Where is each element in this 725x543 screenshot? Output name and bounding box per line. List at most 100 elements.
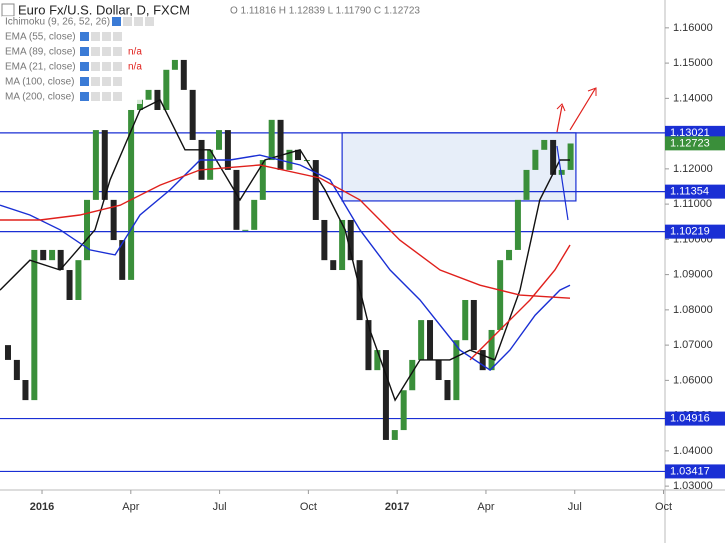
legend-icon[interactable] — [91, 32, 100, 41]
candle-body — [277, 119, 284, 170]
y-tick-label: 1.11000 — [673, 198, 712, 210]
legend: Ichimoku (9, 26, 52, 26) EMA (55, close) E… — [2, 16, 154, 104]
candle-body — [101, 130, 108, 200]
y-tick-label: 1.12000 — [673, 163, 713, 175]
candle-body — [189, 89, 196, 140]
arrow-head — [556, 103, 566, 112]
candle-body — [49, 249, 56, 261]
candle-body — [216, 130, 223, 150]
x-tick-label: Jul — [568, 501, 582, 513]
candle-body — [233, 169, 240, 230]
legend-icon[interactable] — [102, 92, 111, 101]
level-label-bg — [665, 125, 725, 140]
candle-body — [330, 260, 337, 271]
candle-body — [409, 359, 416, 391]
legend-icon[interactable] — [91, 77, 100, 86]
legend-icon[interactable] — [102, 32, 111, 41]
candle-body — [479, 350, 486, 371]
legend-icon[interactable] — [113, 92, 122, 101]
legend-icon[interactable] — [91, 47, 100, 56]
y-tick-label: 1.06000 — [673, 374, 713, 386]
candle-body — [242, 229, 249, 231]
candle-body — [567, 143, 574, 170]
legend-icon[interactable] — [91, 92, 100, 101]
ma-line — [469, 244, 571, 361]
x-tick-label: 2016 — [30, 501, 54, 513]
legend-icon[interactable] — [102, 47, 111, 56]
candle-body — [391, 430, 398, 440]
candle-body — [31, 249, 38, 401]
legend-icon[interactable] — [123, 17, 132, 26]
level-label-bg — [665, 224, 725, 239]
candle-body — [136, 99, 143, 110]
candle-body — [400, 390, 407, 431]
legend-icon[interactable] — [113, 77, 122, 86]
legend-label: MA (100, close) — [5, 77, 74, 88]
level-label: 1.10219 — [670, 226, 710, 238]
x-tick-label: Oct — [655, 501, 672, 513]
candle-body — [339, 219, 346, 271]
legend-icon[interactable] — [102, 62, 111, 71]
candle-body — [427, 320, 434, 360]
legend-label: EMA (55, close) — [5, 32, 76, 43]
eye-icon[interactable] — [80, 32, 89, 41]
candle-body — [13, 359, 20, 381]
candle-body — [92, 130, 99, 200]
candle-body — [295, 149, 302, 161]
chart-title: Euro Fx/U.S. Dollar, D, FXCM — [18, 2, 190, 17]
candle-body — [453, 340, 460, 401]
legend-icon[interactable] — [102, 77, 111, 86]
candle-body — [145, 89, 152, 100]
plot-area — [0, 59, 665, 473]
candle-body — [506, 249, 513, 261]
eye-icon[interactable] — [80, 77, 89, 86]
candle-body — [251, 199, 258, 230]
candle-body — [224, 130, 231, 170]
candle-body — [66, 270, 73, 300]
candle-body — [435, 359, 442, 381]
ma-line — [0, 98, 570, 402]
legend-icon[interactable] — [134, 17, 143, 26]
candle-body — [541, 139, 548, 150]
candle-body — [40, 249, 47, 261]
eye-icon[interactable] — [80, 92, 89, 101]
candle-body — [4, 345, 11, 360]
legend-label: MA (200, close) — [5, 92, 74, 103]
level-label-bg — [665, 464, 725, 479]
x-tick-label: Apr — [122, 501, 139, 513]
legend-icon[interactable] — [113, 62, 122, 71]
candle-body — [374, 350, 381, 371]
legend-icon[interactable] — [91, 62, 100, 71]
x-tick-label: Jul — [213, 501, 227, 513]
candle-body — [57, 249, 64, 271]
level-label: 1.03417 — [670, 465, 710, 477]
x-tick-label: Apr — [477, 501, 494, 513]
legend-icon[interactable] — [145, 17, 154, 26]
candle-body — [286, 149, 293, 170]
level-label: 1.11354 — [670, 186, 709, 198]
eye-icon[interactable] — [80, 47, 89, 56]
candle-body — [180, 59, 187, 90]
ma-line — [0, 164, 571, 299]
arrow — [556, 145, 569, 221]
legend-label: Ichimoku (9, 26, 52, 26) — [5, 17, 110, 28]
na-label: n/a — [128, 47, 142, 58]
legend-label: EMA (89, close) — [5, 47, 76, 58]
legend-icon[interactable] — [113, 47, 122, 56]
candle-body — [84, 199, 91, 261]
candle-body — [488, 329, 495, 371]
candle-body — [163, 69, 170, 110]
y-tick-label: 1.08000 — [673, 304, 713, 316]
eye-icon[interactable] — [112, 17, 121, 26]
last-price-bg — [665, 136, 725, 151]
eye-icon[interactable] — [80, 62, 89, 71]
candle-body — [312, 160, 319, 220]
level-label: 1.04916 — [670, 412, 710, 424]
legend-icon[interactable] — [113, 32, 122, 41]
x-tick-label: 2017 — [385, 501, 409, 513]
ma-line — [0, 154, 571, 372]
level-label: 1.13021 — [670, 127, 710, 139]
arrow-head — [587, 87, 597, 96]
candle-body — [347, 219, 354, 261]
